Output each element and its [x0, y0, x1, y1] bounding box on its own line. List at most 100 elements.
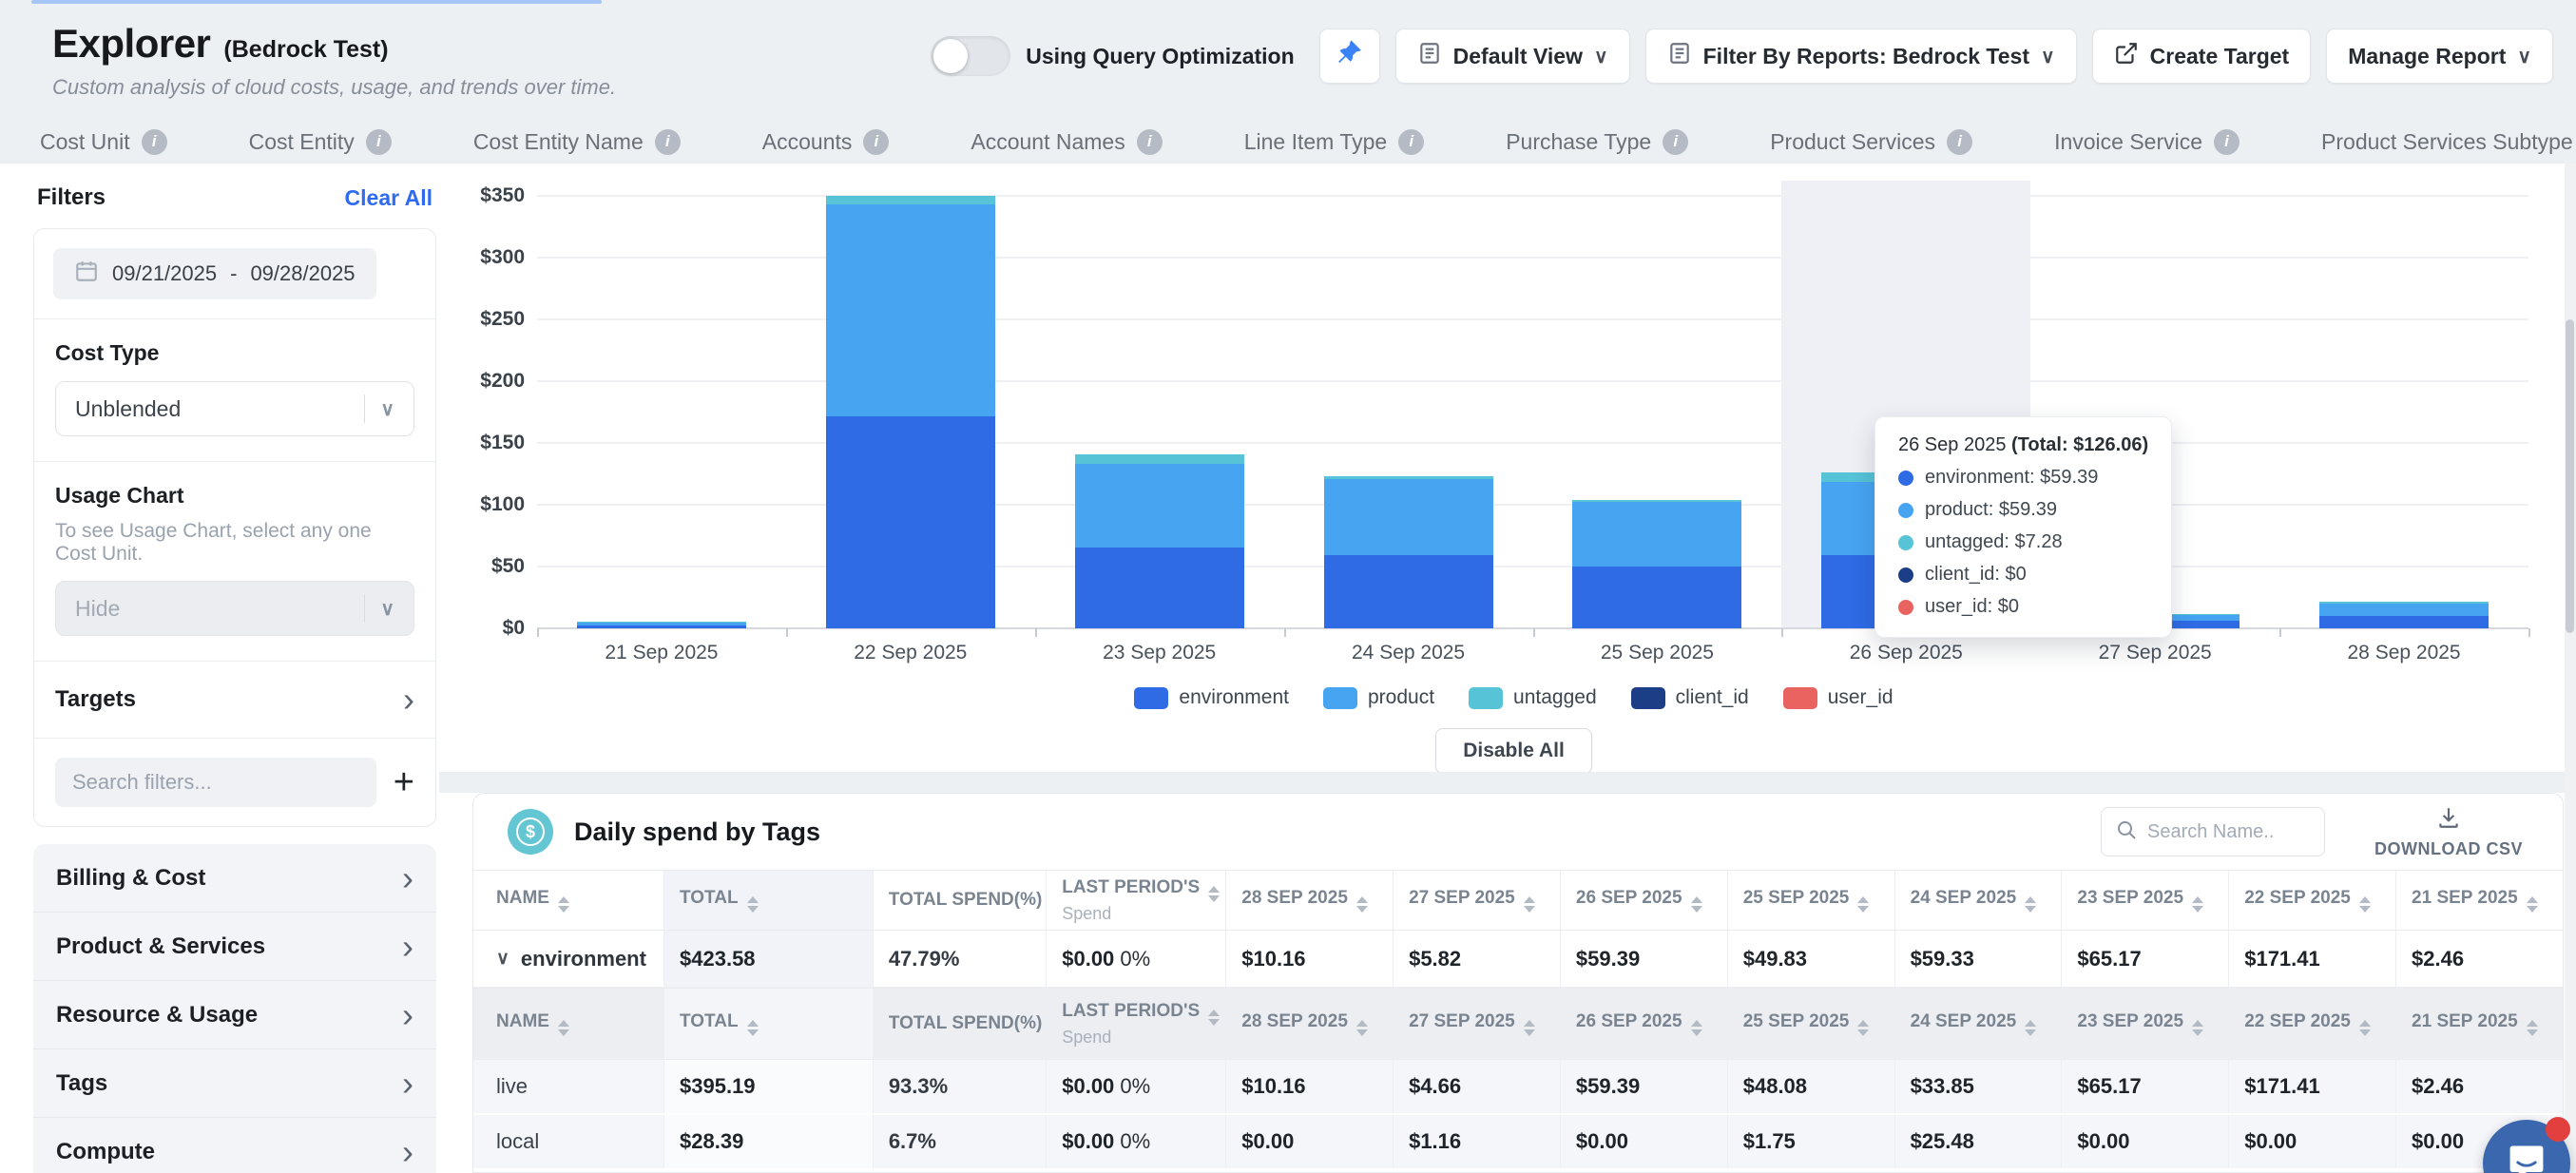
default-view-button[interactable]: Default View ∨ — [1395, 29, 1630, 84]
column-header-last-period-s[interactable]: LAST PERIOD'SSpend — [1046, 871, 1225, 930]
download-csv-button[interactable]: DOWNLOAD CSV — [2374, 805, 2523, 859]
tab-label: Cost Entity — [249, 129, 355, 155]
column-header-label: 25 SEP 2025 — [1743, 1011, 1870, 1036]
x-axis-label: 22 Sep 2025 — [786, 642, 1035, 664]
add-filter-icon[interactable]: + — [394, 768, 414, 797]
tab-product-services-subtype[interactable]: Product Services Subtypei — [2321, 120, 2576, 163]
column-header-total[interactable]: TOTAL — [663, 871, 873, 930]
sidebar-item-product-services[interactable]: Product & Services› — [33, 913, 436, 981]
row-value-cell: $10.16 — [1225, 931, 1393, 987]
query-optimization-toggle[interactable] — [931, 36, 1010, 76]
column-header-26-sep-2025[interactable]: 26 SEP 2025 — [1560, 989, 1727, 1059]
table-search-input[interactable] — [2147, 821, 2311, 843]
legend-item-client-id[interactable]: client_id — [1631, 686, 1749, 709]
cell-value: $395.19 — [680, 1074, 756, 1099]
chevron-down-icon: ∨ — [2041, 45, 2055, 68]
column-header-content: 24 SEP 2025 — [1911, 888, 2037, 913]
date-start: 09/21/2025 — [112, 261, 217, 286]
row-value-cell: 93.3% — [873, 1060, 1046, 1113]
legend-item-untagged[interactable]: untagged — [1469, 686, 1597, 709]
sidebar-item-resource-usage[interactable]: Resource & Usage› — [33, 981, 436, 1049]
column-header-label: 26 SEP 2025 — [1576, 888, 1702, 913]
column-header-label: 22 SEP 2025 — [2244, 888, 2371, 913]
pin-button[interactable] — [1319, 29, 1380, 84]
column-header-last-period-s[interactable]: LAST PERIOD'SSpend — [1046, 989, 1225, 1059]
column-header-total[interactable]: TOTAL — [663, 989, 873, 1059]
filter-search-input[interactable] — [55, 758, 376, 807]
column-header-22-sep-2025[interactable]: 22 SEP 2025 — [2228, 989, 2395, 1059]
sidebar-item-billing-cost[interactable]: Billing & Cost› — [33, 844, 436, 913]
column-header-name[interactable]: NAME — [473, 989, 663, 1059]
tab-cost-entity[interactable]: Cost Entityi — [249, 120, 392, 163]
x-axis-tick — [1035, 628, 1037, 637]
tooltip-title: 26 Sep 2025 (Total: $126.06) — [1898, 434, 2148, 456]
usage-chart-select[interactable]: Hide ∨ — [55, 581, 414, 636]
column-header-21-sep-2025[interactable]: 21 SEP 2025 — [2395, 989, 2563, 1059]
bar-28-sep-2025[interactable] — [2279, 602, 2528, 628]
create-target-label: Create Target — [2150, 44, 2290, 69]
column-header-25-sep-2025[interactable]: 25 SEP 2025 — [1727, 989, 1894, 1059]
row-name-cell[interactable]: ∨environment — [473, 931, 663, 987]
tab-label: Cost Unit — [40, 129, 130, 155]
legend-item-user-id[interactable]: user_id — [1783, 686, 1894, 709]
column-header-25-sep-2025[interactable]: 25 SEP 2025 — [1727, 871, 1894, 930]
scrollbar-thumb[interactable] — [2566, 319, 2574, 633]
bar-23-sep-2025[interactable] — [1035, 454, 1284, 628]
column-header-label: TOTAL SPEND(%) — [889, 1013, 1043, 1034]
tab-cost-unit[interactable]: Cost Uniti — [40, 120, 167, 163]
column-header-24-sep-2025[interactable]: 24 SEP 2025 — [1894, 989, 2062, 1059]
sidebar-item-tags[interactable]: Tags› — [33, 1049, 436, 1118]
clear-all-link[interactable]: Clear All — [345, 185, 433, 211]
column-header-total-spend[interactable]: TOTAL SPEND(%) — [873, 989, 1046, 1059]
tab-purchase-type[interactable]: Purchase Typei — [1506, 120, 1688, 163]
column-header-27-sep-2025[interactable]: 27 SEP 2025 — [1393, 871, 1560, 930]
cell-value: $49.83 — [1743, 947, 1807, 971]
column-header-28-sep-2025[interactable]: 28 SEP 2025 — [1225, 871, 1393, 930]
chevron-down-icon: ∨ — [1594, 45, 1608, 68]
sort-icon — [1208, 886, 1220, 902]
bar-21-sep-2025[interactable] — [537, 622, 786, 628]
cost-type-select[interactable]: Unblended ∨ — [55, 381, 414, 436]
bar-24-sep-2025[interactable] — [1284, 476, 1533, 628]
legend-item-environment[interactable]: environment — [1134, 686, 1289, 709]
tab-accounts[interactable]: Accountsi — [762, 120, 890, 163]
pin-icon — [1336, 39, 1364, 73]
expand-chevron-icon[interactable]: ∨ — [496, 948, 509, 970]
progress-strip — [31, 0, 602, 4]
tab-line-item-type[interactable]: Line Item Typei — [1244, 120, 1424, 163]
column-header-23-sep-2025[interactable]: 23 SEP 2025 — [2061, 989, 2228, 1059]
column-header-27-sep-2025[interactable]: 27 SEP 2025 — [1393, 989, 1560, 1059]
column-header-label: 24 SEP 2025 — [1911, 1011, 2037, 1036]
column-header-28-sep-2025[interactable]: 28 SEP 2025 — [1225, 989, 1393, 1059]
legend-item-product[interactable]: product — [1323, 686, 1434, 709]
bar-segment-product — [1572, 502, 1741, 567]
tab-invoice-service[interactable]: Invoice Servicei — [2054, 120, 2240, 163]
tab-product-services[interactable]: Product Servicesi — [1770, 120, 1972, 163]
sidebar-item-compute[interactable]: Compute› — [33, 1118, 436, 1173]
disable-all-button[interactable]: Disable All — [1435, 728, 1592, 774]
series-color-dot — [1898, 600, 1913, 615]
targets-row[interactable]: Targets › — [34, 662, 435, 738]
date-range-picker[interactable]: 09/21/2025 - 09/28/2025 — [53, 248, 376, 299]
column-header-21-sep-2025[interactable]: 21 SEP 2025 — [2395, 871, 2563, 930]
column-header-24-sep-2025[interactable]: 24 SEP 2025 — [1894, 871, 2062, 930]
column-header-total-spend[interactable]: TOTAL SPEND(%) — [873, 871, 1046, 930]
column-header-22-sep-2025[interactable]: 22 SEP 2025 — [2228, 871, 2395, 930]
create-target-button[interactable]: Create Target — [2092, 29, 2312, 84]
manage-report-button[interactable]: Manage Report ∨ — [2326, 29, 2553, 84]
filter-by-reports-button[interactable]: Filter By Reports: Bedrock Test ∨ — [1645, 29, 2077, 84]
cell-value: $0.00 — [1241, 1129, 1294, 1154]
last-period-value: $0.00 0% — [1062, 947, 1150, 971]
bar-25-sep-2025[interactable] — [1533, 500, 1782, 628]
bar-22-sep-2025[interactable] — [786, 196, 1035, 628]
column-header-26-sep-2025[interactable]: 26 SEP 2025 — [1560, 871, 1727, 930]
column-header-label: 21 SEP 2025 — [2412, 1011, 2538, 1036]
tab-account-names[interactable]: Account Namesi — [971, 120, 1162, 163]
column-header-name[interactable]: NAME — [473, 871, 663, 930]
tab-cost-entity-name[interactable]: Cost Entity Namei — [473, 120, 681, 163]
page-title: Explorer — [52, 21, 210, 67]
sort-icon — [747, 1020, 759, 1036]
category-label: Compute — [56, 1139, 155, 1165]
chevron-down-icon: ∨ — [380, 397, 394, 421]
column-header-23-sep-2025[interactable]: 23 SEP 2025 — [2061, 871, 2228, 930]
